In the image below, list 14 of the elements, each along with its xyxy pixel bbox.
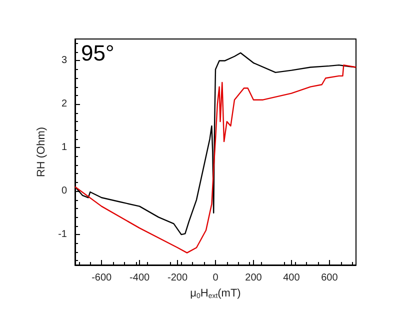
x-tick-label: 200 bbox=[245, 272, 262, 284]
y-tick-label: 3 bbox=[61, 55, 68, 66]
x-tick-label: 0 bbox=[212, 272, 219, 284]
annotation: 95° bbox=[81, 40, 114, 66]
y-tick-label: 0 bbox=[61, 186, 68, 197]
x-tick-label: 400 bbox=[283, 272, 300, 284]
y-tick-label: -1 bbox=[58, 229, 68, 240]
x-tick-label: -400 bbox=[130, 272, 150, 284]
x-tick-label: -600 bbox=[92, 272, 112, 284]
x-tick-label: 600 bbox=[321, 272, 338, 284]
y-tick-label: 1 bbox=[61, 142, 68, 154]
x-tick-label: -200 bbox=[168, 272, 188, 284]
y-tick-label: 2 bbox=[61, 98, 68, 110]
y-axis-title: RH (Ohm) bbox=[36, 126, 48, 178]
